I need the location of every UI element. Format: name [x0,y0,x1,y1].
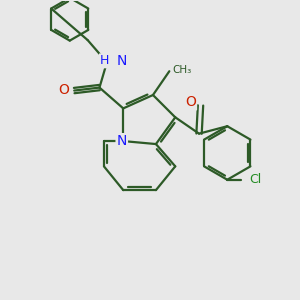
Text: Cl: Cl [249,173,261,186]
Text: H: H [100,54,109,67]
Text: CH₃: CH₃ [172,65,191,75]
Text: N: N [116,54,127,68]
Text: O: O [58,83,69,97]
Text: N: N [117,134,127,148]
Text: O: O [185,95,196,110]
